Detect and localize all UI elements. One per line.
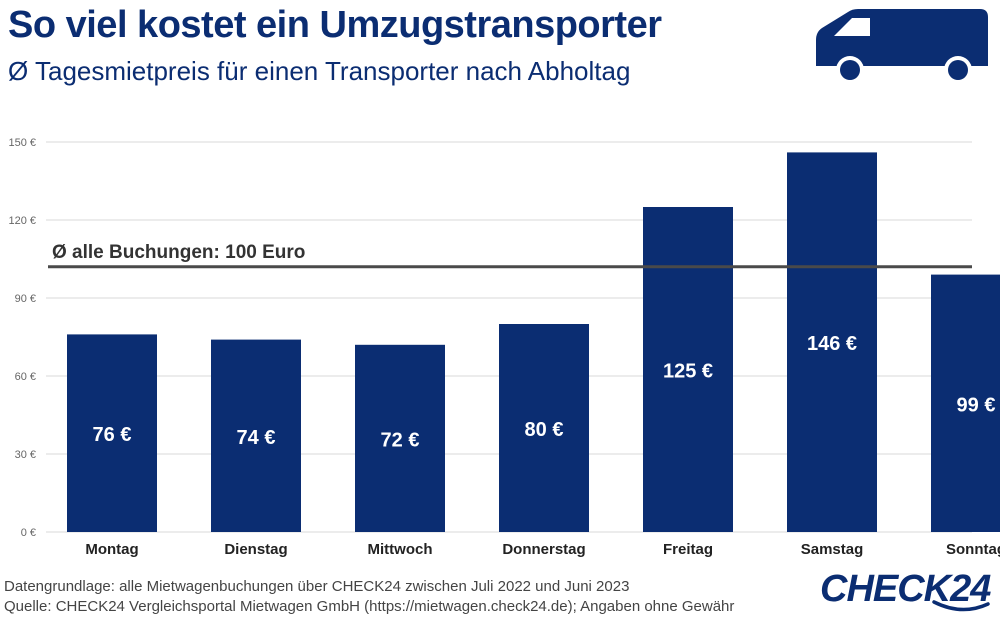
- bar-value-label: 74 €: [237, 427, 276, 449]
- chart-title: So viel kostet ein Umzugstransporter: [8, 4, 662, 46]
- footer-data-basis: Datengrundlage: alle Mietwagenbuchungen …: [4, 578, 630, 595]
- x-category-label: Freitag: [663, 541, 713, 558]
- bar-sonntag: [931, 274, 1000, 532]
- bar-freitag: [643, 207, 733, 532]
- bar-samstag: [787, 152, 877, 532]
- chart-subtitle: Ø Tagesmietpreis für einen Transporter n…: [8, 56, 631, 86]
- y-tick-label: 90 €: [15, 293, 36, 305]
- x-category-label: Mittwoch: [368, 541, 433, 558]
- bar-value-label: 125 €: [663, 361, 713, 383]
- bar-value-label: 146 €: [807, 333, 857, 355]
- bar-value-label: 76 €: [93, 424, 132, 446]
- average-line-label: Ø alle Buchungen: 100 Euro: [52, 242, 305, 263]
- x-category-label: Montag: [85, 541, 138, 558]
- van-icon: [816, 9, 988, 84]
- bar-value-label: 99 €: [957, 394, 996, 416]
- bar-mittwoch: [355, 344, 445, 532]
- x-category-label: Dienstag: [224, 541, 287, 558]
- logo-swoosh-icon: [932, 600, 990, 612]
- bar-donnerstag: [499, 324, 589, 532]
- logo-text: CHECK24: [820, 568, 991, 610]
- y-tick-label: 60 €: [15, 371, 36, 383]
- check24-logo: CHECK24: [820, 566, 996, 614]
- y-tick-label: 30 €: [15, 449, 36, 461]
- y-tick-label: 0 €: [21, 527, 36, 539]
- bar-value-label: 80 €: [525, 419, 564, 441]
- x-category-label: Sonntag: [946, 541, 1000, 558]
- y-tick-label: 150 €: [8, 137, 36, 149]
- bar-dienstag: [211, 339, 301, 532]
- bar-value-label: 72 €: [381, 429, 420, 451]
- footer-source: Quelle: CHECK24 Vergleichsportal Mietwag…: [4, 598, 735, 615]
- y-tick-label: 120 €: [8, 215, 36, 227]
- bar-montag: [67, 334, 157, 532]
- x-category-label: Samstag: [801, 541, 864, 558]
- x-category-label: Donnerstag: [502, 541, 585, 558]
